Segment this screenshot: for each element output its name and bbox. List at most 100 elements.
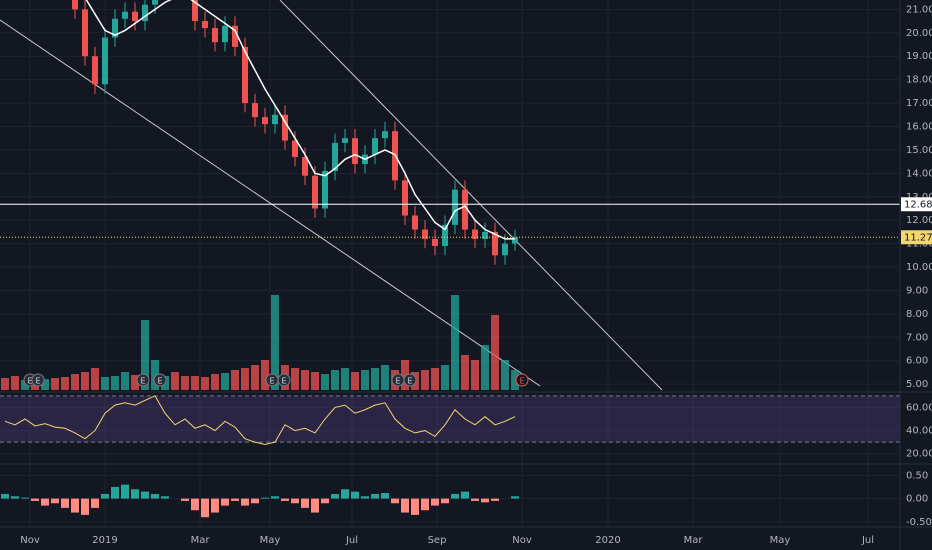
candle-body (212, 28, 218, 43)
y-tick-label: 20.00 (906, 28, 932, 39)
macd-bar (381, 493, 389, 499)
moving-average (85, 0, 515, 240)
macd-bar (121, 484, 129, 499)
macd-bar (411, 498, 419, 515)
candle-body (202, 21, 208, 29)
volume-bar (11, 376, 19, 390)
volume-bar (441, 365, 449, 390)
candle-body (312, 175, 318, 209)
y-tick-label: 20.00 (906, 449, 932, 460)
volume-bar (141, 320, 149, 390)
earnings-marker (31, 373, 45, 387)
volume-bar (311, 372, 319, 390)
candle-body (222, 25, 228, 43)
macd-bar (491, 498, 499, 501)
earnings-marker (136, 373, 150, 387)
grid (0, 0, 900, 527)
volume-bar (361, 370, 369, 390)
macd-bar (11, 496, 19, 499)
y-tick-label: 0.50 (906, 470, 928, 481)
macd-bar (41, 498, 49, 506)
candle-body (132, 11, 138, 22)
volume-bar (501, 360, 509, 390)
y-tick-label: 9.00 (906, 285, 928, 296)
macd-bar (221, 498, 229, 506)
y-tick-label: 7.00 (906, 332, 928, 343)
volume-bar (111, 376, 119, 390)
y-tick-label: 6.00 (906, 356, 928, 367)
candle-body (142, 4, 148, 22)
candle-body (412, 215, 418, 230)
x-tick-label: May (770, 535, 791, 546)
price-label: 12.68 (904, 199, 932, 210)
y-tick-label: 12.00 (906, 215, 932, 226)
y-tick-label: 21.00 (906, 4, 932, 15)
y-tick-label: 40.00 (906, 426, 932, 437)
macd-bar (321, 498, 329, 504)
candle-body (432, 238, 438, 246)
candle-body (492, 231, 498, 256)
macd-bar (361, 496, 369, 499)
earnings-label: E (157, 377, 162, 386)
candle-body (322, 170, 328, 209)
volume-bar (271, 295, 279, 390)
macd-bar (511, 496, 519, 499)
earnings-label: E (395, 377, 400, 386)
x-tick-label: Nov (20, 535, 40, 546)
y-tick-label: 16.00 (906, 121, 932, 132)
x-tick-label: Mar (191, 535, 211, 546)
macd-bar (281, 498, 289, 501)
macd-bar (231, 498, 239, 501)
macd-bar (81, 498, 89, 515)
price-label-box (901, 197, 932, 212)
candle-body (512, 237, 518, 244)
macd-bar (251, 498, 259, 504)
candle-body (232, 25, 238, 47)
trendline (0, 19, 541, 387)
volume-bar (261, 360, 269, 390)
earnings-label: E (35, 377, 40, 386)
macd-bar (331, 493, 339, 499)
macd-bar (101, 493, 109, 499)
macd-bar (391, 498, 399, 504)
macd-bar (151, 493, 159, 499)
trendline (279, 0, 663, 390)
macd-bar (261, 497, 269, 499)
volume-bar (431, 368, 439, 390)
macd-bar (271, 496, 279, 499)
candle-body (342, 138, 348, 143)
y-tick-label: 8.00 (906, 309, 928, 320)
macd-bar (181, 498, 189, 501)
volume-bar (401, 360, 409, 390)
rsi-band (0, 395, 900, 443)
y-tick-label: 17.00 (906, 98, 932, 109)
volume-bar (71, 374, 79, 390)
macd-bar (61, 498, 69, 508)
volume-bar (481, 345, 489, 390)
candle-body (82, 9, 88, 57)
volume-bar (81, 372, 89, 390)
candle-body (402, 180, 408, 216)
macd-bar (451, 493, 459, 499)
volume-bar (291, 368, 299, 390)
candle-body (152, 0, 158, 5)
volume-bar (461, 355, 469, 390)
macd-bar (201, 498, 209, 518)
candle-body (332, 142, 338, 171)
macd-bar (71, 498, 79, 513)
volume-bar (191, 376, 199, 390)
candle-body (112, 18, 118, 38)
earnings-marker (403, 373, 417, 387)
macd-bar (461, 491, 469, 499)
volume-bar (351, 372, 359, 390)
macd-bar (21, 497, 29, 499)
candle-body (382, 131, 388, 139)
candle-body (282, 114, 288, 141)
y-tick-label: 14.00 (906, 168, 932, 179)
x-tick-label: Mar (684, 535, 704, 546)
candle-body (352, 138, 358, 164)
earnings-label: E (269, 377, 274, 386)
y-tick-label: 5.00 (906, 379, 928, 390)
macd-bar (241, 498, 249, 506)
